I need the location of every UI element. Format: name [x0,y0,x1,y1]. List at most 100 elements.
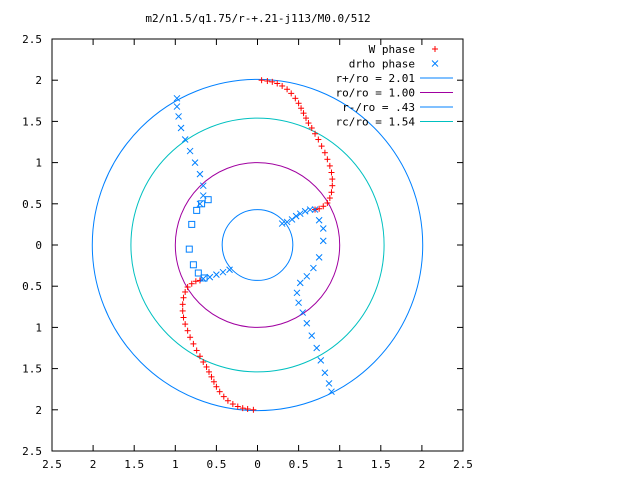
data-point [326,162,333,169]
data-point [181,136,189,143]
data-point [219,268,227,276]
plot-circles [91,78,424,412]
legend-label: W phase [369,43,415,56]
data-point [189,261,197,269]
data-point [224,397,231,404]
data-point [278,220,286,227]
data-point [288,90,295,97]
data-point [239,405,246,412]
data-point [300,110,307,117]
data-point [301,207,309,215]
x-tick-label: 2 [419,458,426,471]
data-point [302,115,309,122]
data-point [264,78,271,85]
y-tick-label: 0.5 [22,280,42,293]
data-point [185,245,193,253]
data-point [187,334,194,341]
x-tick-label: 1 [172,458,179,471]
data-point [296,279,304,287]
legend-label: drho phase [349,58,415,71]
data-point [324,156,331,163]
data-point [328,189,335,196]
legend-swatch [431,60,439,67]
data-point [321,149,328,156]
data-point [292,95,299,102]
data-point [288,216,296,223]
data-point [315,216,323,224]
circle-series [91,78,424,412]
data-point [206,273,214,281]
data-point [317,357,325,364]
data-point [319,225,327,232]
data-point [258,77,265,84]
data-point [269,78,276,85]
data-point [328,169,335,176]
data-point [320,203,327,210]
data-point [303,319,311,327]
data-point [306,206,314,213]
legend-swatch [432,46,438,52]
x-tick-label: 0 [254,458,261,471]
data-point [313,344,321,352]
data-point [311,206,319,213]
data-point [177,124,185,132]
data-point [312,130,319,137]
y-tick-label: 1.5 [22,363,42,376]
data-point [173,94,181,102]
data-point [199,182,207,190]
data-point [182,288,189,295]
data-point [203,363,210,370]
data-point [220,393,227,400]
data-point [315,136,322,143]
data-point [194,269,202,277]
x-tick-label: 2.5 [453,458,473,471]
data-point [196,200,204,208]
x-tick-label: 0.5 [206,458,226,471]
data-point [193,347,200,354]
data-point [213,383,220,390]
axis-ticks: 2.5 2 1.5 1 0.5 0 0.5 1 1.5 2 2.52.521.510.500.511… [22,33,473,471]
y-tick-label: 2 [35,74,42,87]
data-point [321,369,329,377]
data-point [198,200,206,208]
data-point [206,368,213,375]
data-point [308,124,315,131]
data-point [316,205,323,212]
x-tick-label: 0.5 [289,458,309,471]
data-point [299,309,307,316]
y-tick-label: 1 [35,157,42,170]
data-point [173,103,181,110]
data-point [204,196,212,204]
data-point [318,143,325,150]
data-point [325,380,333,387]
plot-points [173,77,336,413]
x-tick-label: 1 [336,458,343,471]
data-point [190,340,197,347]
y-tick-label: 0.5 [22,198,42,211]
data-point [196,170,204,178]
data-point [279,82,286,89]
data-point [284,86,291,93]
y-tick-label: 1.5 [22,115,42,128]
data-point [315,254,323,261]
data-point [192,278,199,285]
data-point [210,378,217,385]
legend-label: ro/ro = 1.00 [336,87,415,100]
data-point [293,289,301,297]
chart-title: m2/n1.5/q1.75/r-+.21-j113/M0.0/512 [145,12,370,25]
y-tick-label: 2 [35,404,42,417]
data-point [200,359,207,366]
data-point [326,195,333,202]
data-point [319,237,327,245]
y-tick-label: 1 [35,321,42,334]
data-point [216,388,223,395]
data-point [328,388,335,396]
data-point [179,307,186,314]
circle-series [130,117,385,373]
data-point [226,266,233,274]
circle-series [221,209,294,281]
data-point [213,271,220,279]
data-point [329,182,336,189]
